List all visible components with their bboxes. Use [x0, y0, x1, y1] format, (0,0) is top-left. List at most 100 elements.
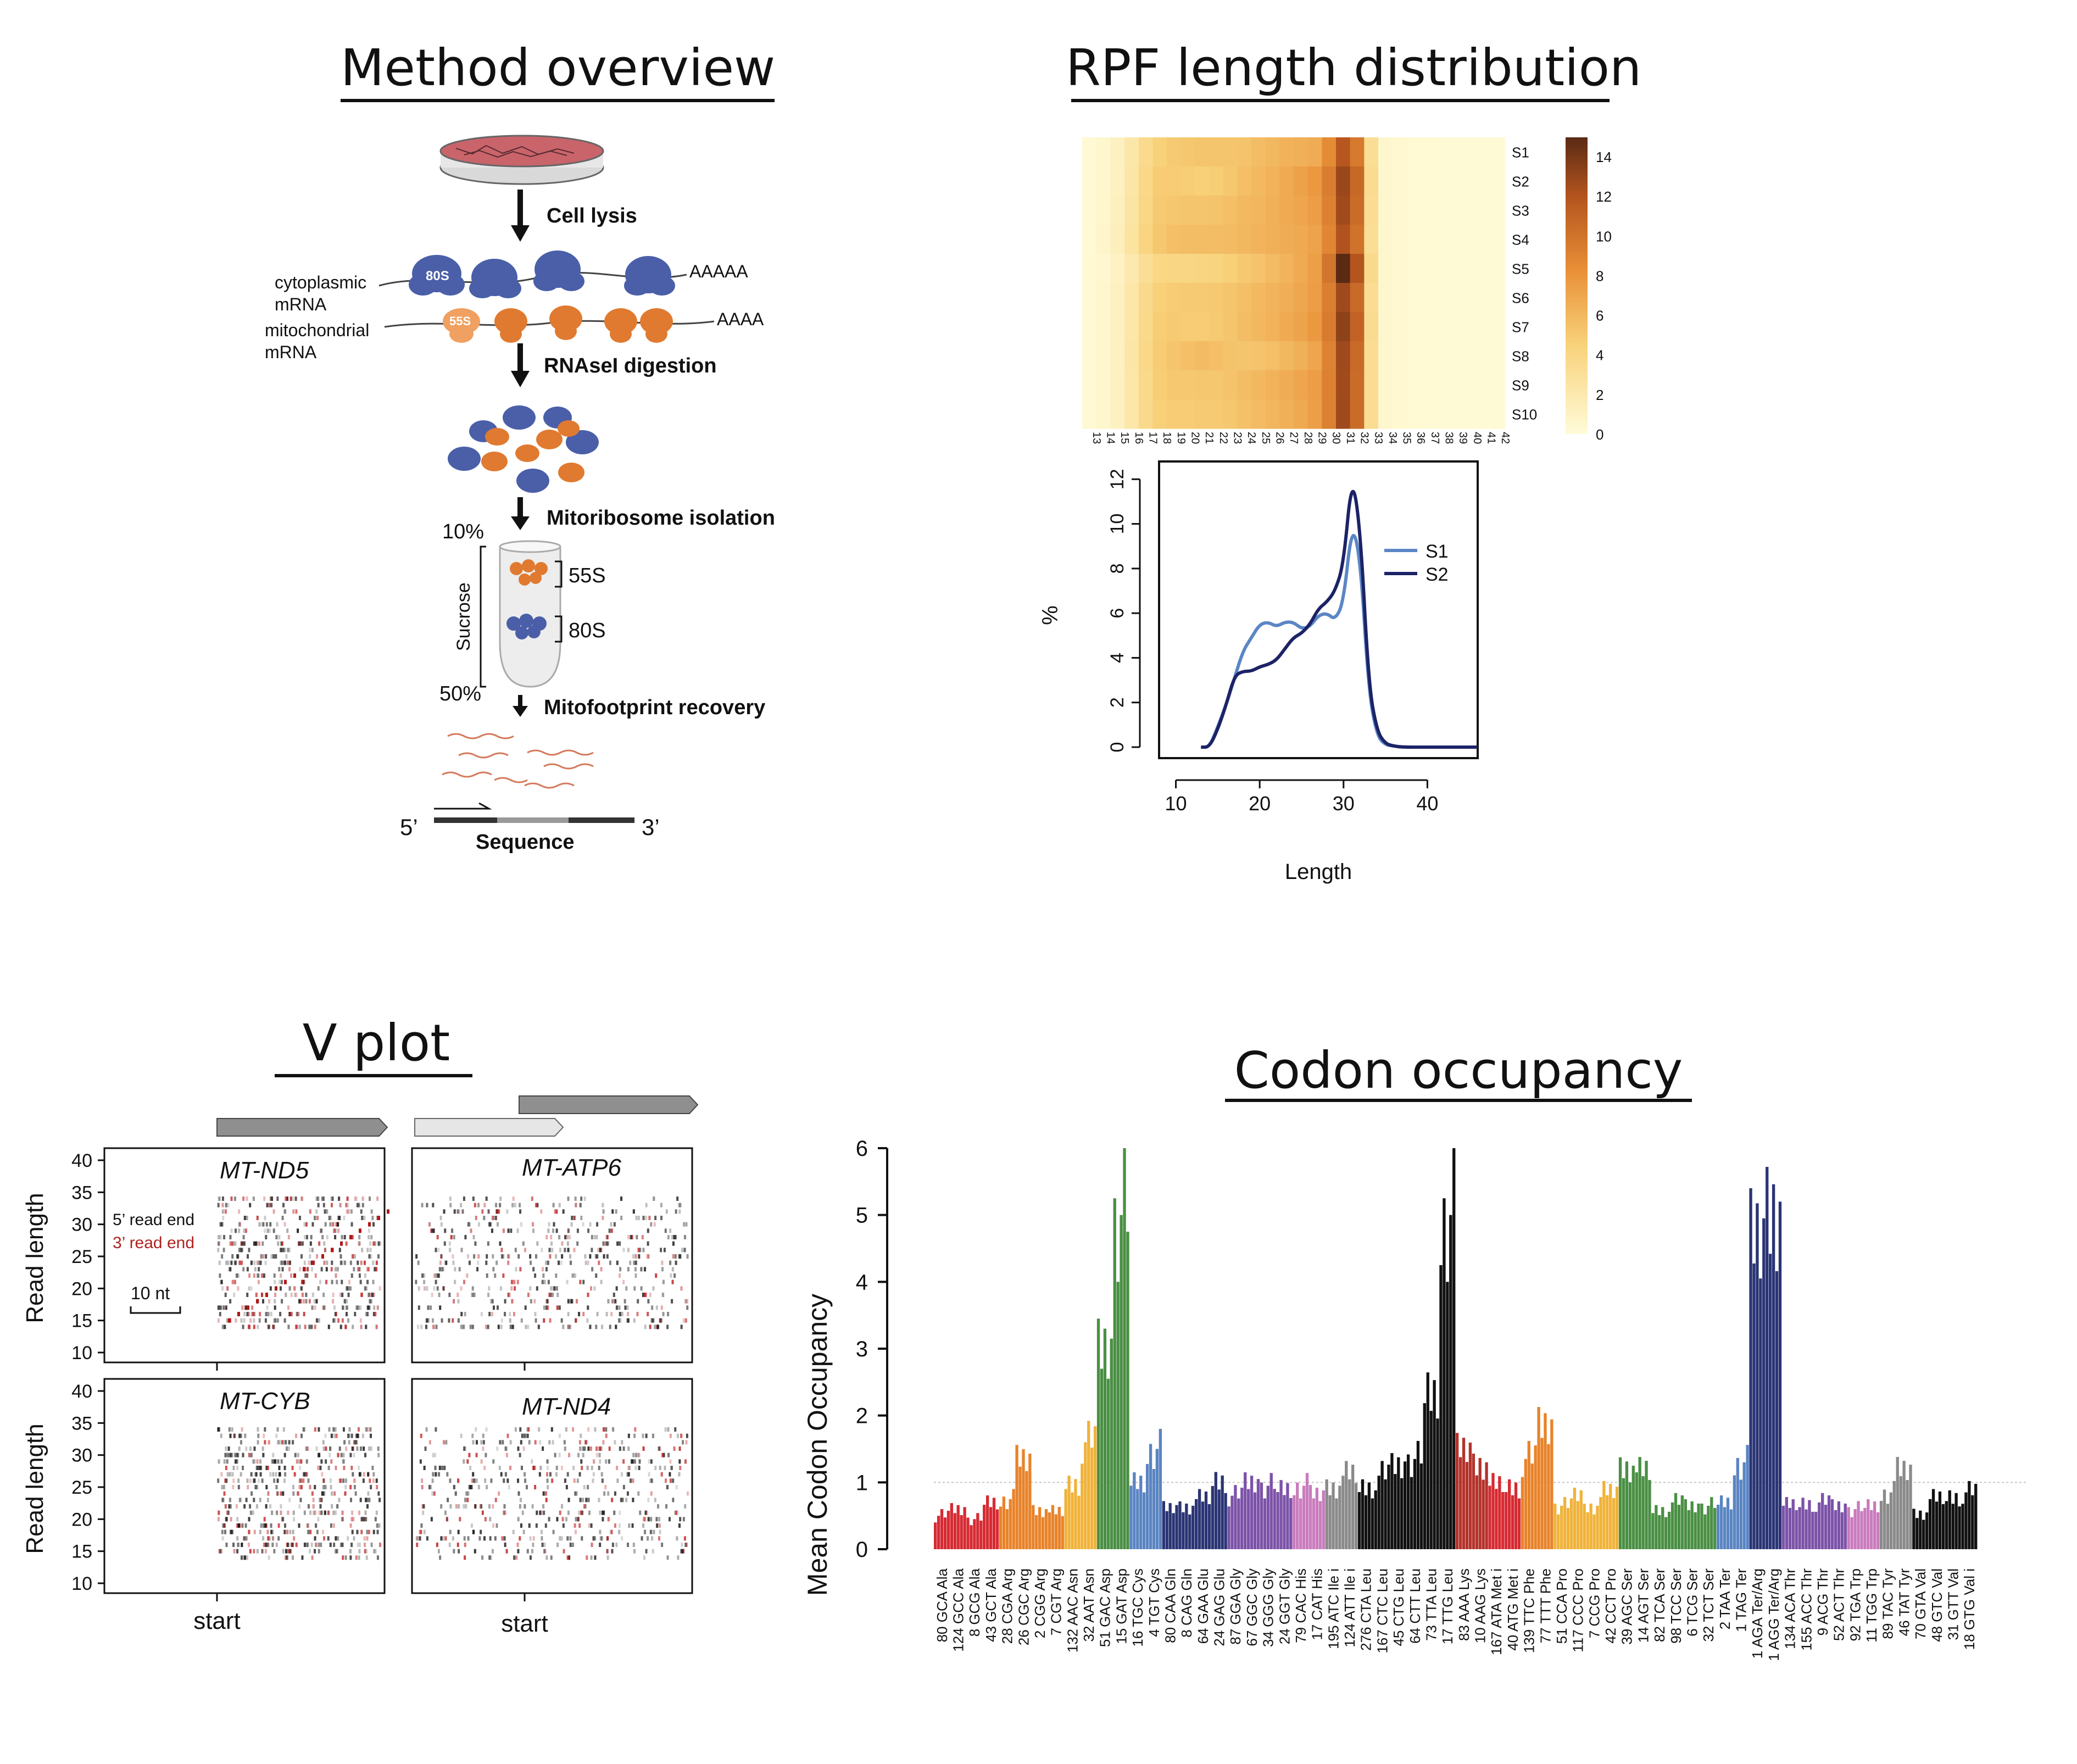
- vplot-read: [222, 1498, 225, 1503]
- vplot-read: [589, 1254, 592, 1259]
- poly-a-cyto: AAAAA: [689, 261, 748, 281]
- heatmap-cell: [1364, 137, 1379, 167]
- vplot-read: [217, 1235, 220, 1239]
- vplot-read: [667, 1453, 670, 1457]
- vplot-read: [217, 1248, 220, 1253]
- vplot-read: [283, 1478, 286, 1483]
- vplot-read: [654, 1216, 657, 1220]
- vplot-read: [679, 1203, 682, 1207]
- vplot-read: [337, 1228, 340, 1233]
- vplot-read: [250, 1491, 253, 1496]
- step-mitoribosome-isolation: Mitoribosome isolation: [547, 507, 775, 530]
- vplot-read: [628, 1466, 631, 1470]
- heatmap-cell: [1392, 370, 1407, 400]
- vplot-read: [619, 1267, 622, 1272]
- vplot-read: [550, 1235, 553, 1239]
- vplot-read: [228, 1504, 231, 1509]
- vplot-read: [250, 1286, 253, 1291]
- vplot-read: [586, 1318, 589, 1323]
- vplot-read: [443, 1209, 446, 1214]
- rpf-title: RPF length distribution: [1066, 38, 1642, 97]
- vplot-read: [626, 1491, 629, 1496]
- heatmap-cell: [1350, 166, 1365, 196]
- vplot-read: [263, 1543, 265, 1547]
- vplot-read: [474, 1549, 476, 1554]
- codon-bar: [1468, 1442, 1472, 1549]
- vplot-read: [253, 1529, 256, 1534]
- vplot-read: [363, 1472, 365, 1477]
- vplot-read: [450, 1235, 453, 1239]
- vplot-read: [320, 1228, 322, 1233]
- heatmap-col-label: 39: [1457, 432, 1469, 444]
- vplot-read: [498, 1209, 500, 1214]
- vplot-read: [288, 1260, 291, 1265]
- vplot-read: [666, 1555, 669, 1560]
- codon-bar: [1726, 1498, 1730, 1549]
- vplot-read: [632, 1543, 635, 1547]
- vplot-read: [508, 1293, 511, 1297]
- vplot-read: [298, 1325, 301, 1329]
- vplot-read: [344, 1478, 347, 1483]
- vplot-read: [342, 1478, 344, 1483]
- vplot-read: [496, 1222, 499, 1227]
- vplot-read: [277, 1241, 280, 1246]
- vplot-read: [276, 1491, 279, 1496]
- vplot-read: [246, 1555, 248, 1560]
- vplot-read: [328, 1427, 331, 1432]
- vplot-read: [472, 1529, 475, 1534]
- codon-bar: [1318, 1501, 1322, 1549]
- codon-bar: [1456, 1433, 1459, 1549]
- vplot-read: [599, 1446, 602, 1451]
- vplot-read: [676, 1536, 678, 1541]
- vplot-read: [573, 1523, 576, 1528]
- heatmap-cell: [1082, 399, 1097, 429]
- heatmap-cell: [1463, 283, 1478, 313]
- codon-bar: [1145, 1463, 1149, 1549]
- vplot-read: [644, 1325, 647, 1329]
- vplot-read: [533, 1466, 536, 1470]
- heatmap-cell: [1265, 137, 1280, 167]
- vplot-read: [439, 1555, 442, 1560]
- vplot-read: [359, 1279, 362, 1284]
- vplot-read: [337, 1318, 340, 1323]
- vplot-ytick: 40: [71, 1150, 92, 1171]
- vplot-read: [366, 1498, 369, 1503]
- vplot-read: [250, 1453, 253, 1457]
- heatmap-cell: [1350, 312, 1365, 342]
- heatmap-cell: [1251, 196, 1266, 225]
- vplot-read: [542, 1267, 544, 1272]
- codon-label: 42 CCT Pro: [1602, 1568, 1619, 1644]
- codon-bar: [1811, 1511, 1814, 1549]
- vplot-read: [217, 1305, 220, 1310]
- vplot-read: [659, 1466, 661, 1470]
- vplot-read: [287, 1325, 290, 1329]
- vplot-read: [344, 1325, 347, 1329]
- vplot-read: [377, 1216, 380, 1220]
- vplot-read: [264, 1523, 267, 1528]
- codon-bar: [1713, 1507, 1717, 1549]
- vplot-read: [260, 1273, 263, 1278]
- codon-bar: [1250, 1476, 1254, 1549]
- vplot-read: [556, 1293, 559, 1297]
- vplot-read: [656, 1325, 659, 1329]
- heatmap-cell: [1138, 341, 1153, 371]
- vplot-read: [330, 1203, 333, 1207]
- vplot-read: [317, 1453, 320, 1457]
- heatmap-cell: [1421, 370, 1435, 400]
- heatmap-cell: [1392, 137, 1407, 167]
- codon-bar: [1449, 1215, 1452, 1549]
- vplot-read: [534, 1273, 537, 1278]
- vplot-read: [580, 1216, 583, 1220]
- vplot-read: [229, 1267, 232, 1272]
- vplot-read: [260, 1523, 263, 1528]
- vplot-read: [509, 1318, 511, 1323]
- vplot-read: [589, 1286, 592, 1291]
- vplot-read: [581, 1536, 583, 1541]
- vplot-read: [567, 1197, 570, 1201]
- vplot-read: [332, 1293, 335, 1297]
- vplot-read: [647, 1517, 650, 1522]
- vplot-read: [286, 1197, 289, 1201]
- vplot-read: [488, 1222, 491, 1227]
- vplot-read: [651, 1305, 654, 1310]
- vplot-read: [600, 1279, 603, 1284]
